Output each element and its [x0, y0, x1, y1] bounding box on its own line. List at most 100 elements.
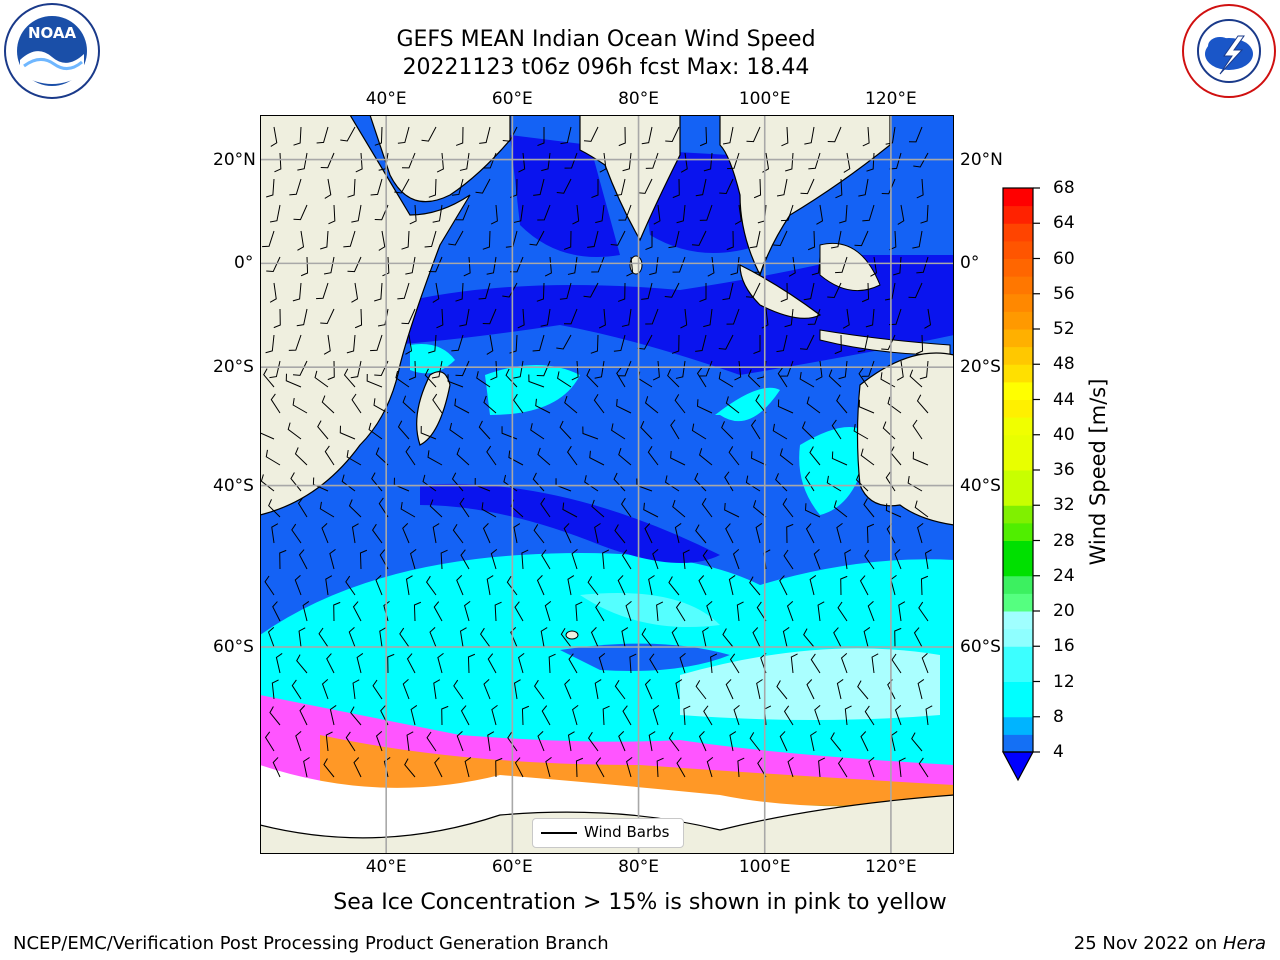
wind-barb: [326, 653, 335, 674]
noaa-logo: NOAA: [4, 3, 100, 99]
wind-barb: [803, 282, 815, 301]
wind-barb: [512, 393, 524, 414]
wind-barb: [861, 360, 875, 377]
wind-barb: [587, 230, 599, 248]
colorbar-segment: [1003, 434, 1033, 453]
wind-barb: [786, 600, 794, 622]
wind-barb: [263, 368, 275, 388]
wind-barb: [459, 308, 470, 327]
wind-barb: [295, 730, 302, 752]
wind-barb: [593, 394, 605, 414]
wind-barb: [456, 447, 470, 466]
wind-barb: [303, 757, 310, 778]
wind-barb: [912, 451, 929, 466]
map-subtitle: 20221123 t06z 096h fcst Max: 18.44: [402, 55, 810, 80]
wind-barb: [641, 126, 653, 145]
wind-barb: [329, 549, 336, 570]
wind-barb: [761, 308, 769, 329]
wind-barb: [297, 230, 305, 251]
wind-barb: [831, 451, 848, 466]
wind-barb: [855, 473, 869, 492]
latitude-tick-label: 20°N: [213, 149, 256, 170]
wind-barb: [490, 204, 498, 225]
wind-barb: [540, 497, 551, 518]
wind-barb: [356, 653, 364, 674]
nws-logo: [1182, 4, 1276, 98]
wind-barb: [702, 627, 709, 648]
wind-barb: [672, 256, 686, 273]
calm-wind-arabian-sea: [510, 135, 620, 257]
wind-barb: [502, 126, 518, 142]
wind-barb: [913, 152, 929, 168]
wind-barb: [671, 334, 680, 354]
wind-barb: [455, 360, 470, 377]
wind-barb: [826, 475, 842, 492]
wind-barb: [672, 178, 680, 199]
wind-barb: [776, 178, 788, 197]
wind-barb: [621, 627, 629, 648]
wind-barb: [294, 574, 302, 596]
colorbar-tick-label: 20: [1053, 601, 1075, 621]
wind-barb: [907, 476, 923, 492]
wind-barb: [622, 705, 632, 726]
strong-wind-patch: [715, 387, 780, 422]
colorbar-segment: [1003, 663, 1033, 682]
colorbar-tick-label: 48: [1053, 354, 1075, 375]
wind-barb: [409, 204, 417, 225]
wind-barb: [323, 256, 335, 275]
wind-barb: [583, 282, 599, 298]
wind-barb: [459, 627, 467, 648]
colorbar-tick-label: 44: [1053, 389, 1075, 410]
wind-barb: [347, 178, 356, 198]
wind-barb: [827, 126, 842, 143]
wind-barb: [483, 152, 497, 169]
wind-barb: [508, 450, 524, 466]
wind-barb: [695, 178, 707, 197]
wind-barb: [908, 282, 923, 299]
wind-barb: [813, 548, 821, 570]
wind-barb: [602, 549, 610, 570]
wind-barb: [510, 627, 518, 648]
wind-barb: [836, 394, 848, 414]
wind-barb: [296, 654, 308, 674]
wind-barb: [271, 679, 279, 700]
wind-barb: [656, 757, 664, 778]
wind-barb: [514, 757, 524, 778]
wind-barb: [340, 126, 356, 142]
wind-barb: [533, 679, 545, 700]
wind-barb: [618, 360, 632, 377]
wind-barb: [782, 498, 794, 518]
wind-barb: [675, 360, 686, 379]
wind-barb: [541, 549, 551, 570]
wind-barb: [772, 423, 788, 440]
wind-barb: [567, 256, 578, 275]
wind-barb: [431, 360, 443, 379]
wind-barb: [530, 423, 545, 440]
colorbar-tick-label: 16: [1053, 636, 1075, 657]
wind-barb: [595, 757, 605, 778]
wind-barb: [345, 731, 356, 752]
wind-barb: [779, 448, 794, 466]
wind-barb: [668, 576, 680, 596]
wind-barb: [621, 549, 632, 570]
wind-barb: [560, 628, 572, 648]
wind-barb: [587, 731, 599, 752]
wind-barb: [644, 679, 653, 700]
wind-barb: [894, 627, 902, 648]
wind-barb: [325, 575, 333, 596]
wind-barb-legend-line: [541, 832, 577, 834]
wind-barb: [864, 549, 875, 570]
wind-barb: [649, 653, 659, 674]
wind-barb: [352, 601, 362, 622]
wind-barb: [614, 680, 626, 700]
wind-barb: [502, 282, 518, 298]
wind-barb: [373, 398, 389, 414]
wind-barb: [917, 679, 925, 700]
wind-barb: [586, 368, 599, 388]
wind-barb: [860, 731, 869, 752]
wind-barb: [807, 230, 816, 251]
wind-barb: [807, 308, 821, 325]
wind-barb: [312, 477, 329, 492]
wind-barb: [529, 230, 545, 246]
wind-barb: [378, 497, 389, 518]
